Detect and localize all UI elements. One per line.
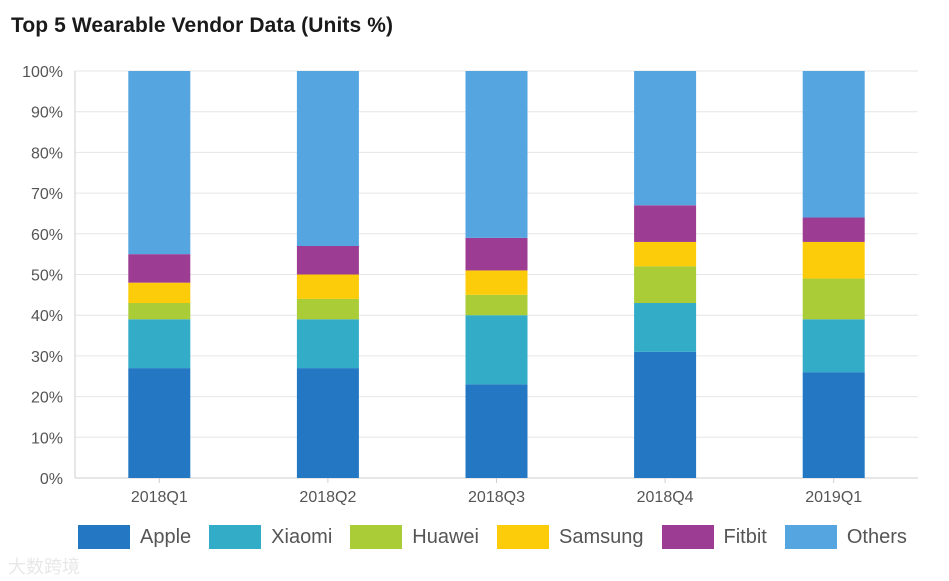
bar-segment-others (296, 71, 359, 247)
bar-segment-samsung (296, 274, 359, 299)
y-tick-label: 100% (22, 64, 63, 81)
y-tick-label: 50% (31, 268, 63, 285)
y-tick-label: 10% (31, 430, 63, 447)
bar-segment-samsung (465, 270, 528, 295)
y-tick-label: 40% (31, 308, 63, 325)
stacked-bar-chart: 0% 10% 20% 30% 40% 50% 60% 70% 80% 90% 100% 2018Q1 2… (22, 64, 918, 506)
chart-legend: Apple Xiaomi Huawei Samsung Fitbit Others (78, 525, 925, 549)
bar-segment-huawei (802, 278, 865, 320)
y-tick-label: 30% (31, 349, 63, 366)
legend-swatch (209, 525, 262, 549)
bar-segment-huawei (296, 298, 359, 320)
bar-segment-apple (128, 368, 191, 478)
y-tick-label: 90% (31, 105, 63, 122)
legend-swatch (497, 525, 549, 549)
bar-segment-xiaomi (296, 319, 359, 369)
legend-label: Apple (140, 525, 192, 548)
chart-title: Top 5 Wearable Vendor Data (Units %) (11, 14, 394, 37)
x-tick-label: 2018Q2 (299, 489, 356, 506)
bar-segment-apple (465, 384, 528, 478)
bar-segment-xiaomi (465, 315, 528, 385)
watermark: 大数跨境 (8, 557, 80, 578)
bar-segment-others (634, 71, 697, 206)
bar-segment-huawei (465, 294, 528, 316)
x-tick-label: 2018Q3 (468, 489, 525, 506)
bar-segment-xiaomi (128, 319, 191, 369)
bar-segment-xiaomi (634, 302, 697, 352)
bar-segment-others (128, 71, 191, 255)
legend-item-huawei: Huawei (350, 525, 479, 549)
bar-segment-apple (634, 351, 697, 478)
x-tick-label: 2018Q1 (131, 489, 188, 506)
bar-segment-samsung (802, 241, 865, 279)
legend-label: Xiaomi (271, 525, 333, 548)
bar-segment-fitbit (296, 246, 359, 275)
legend-swatch (661, 525, 714, 549)
legend-item-xiaomi: Xiaomi (209, 525, 332, 549)
bar-segment-fitbit (802, 217, 865, 242)
y-tick-label: 0% (40, 471, 63, 488)
y-tick-label: 70% (31, 186, 63, 203)
legend-swatch (350, 525, 403, 549)
y-tick-label: 60% (31, 227, 63, 244)
legend-label: Samsung (559, 525, 644, 548)
legend-item-samsung: Samsung (497, 525, 644, 549)
legend-label: Others (846, 525, 907, 548)
bar-segment-samsung (128, 282, 191, 303)
bar-segment-others (465, 71, 528, 238)
x-tick-label: 2019Q1 (805, 489, 862, 506)
legend-item-others: Others (784, 525, 907, 549)
legend-item-apple: Apple (78, 525, 191, 549)
legend-label: Huawei (412, 525, 479, 548)
bar-segment-fitbit (128, 254, 191, 283)
bar-segment-xiaomi (802, 319, 865, 373)
legend-label: Fitbit (723, 525, 767, 548)
bar-segment-huawei (128, 302, 191, 320)
bar-segment-huawei (634, 266, 697, 303)
legend-swatch (784, 525, 837, 549)
bar-segment-fitbit (634, 205, 697, 242)
bar-segment-fitbit (465, 237, 528, 271)
bar-segment-samsung (634, 241, 697, 267)
y-tick-label: 20% (31, 390, 63, 407)
bar-segment-apple (802, 372, 865, 478)
bar-segment-others (802, 71, 865, 218)
x-tick-label: 2018Q4 (637, 489, 694, 506)
legend-item-fitbit: Fitbit (661, 525, 767, 549)
bar-segment-apple (296, 368, 359, 478)
y-tick-label: 80% (31, 145, 63, 162)
legend-swatch (78, 525, 130, 549)
